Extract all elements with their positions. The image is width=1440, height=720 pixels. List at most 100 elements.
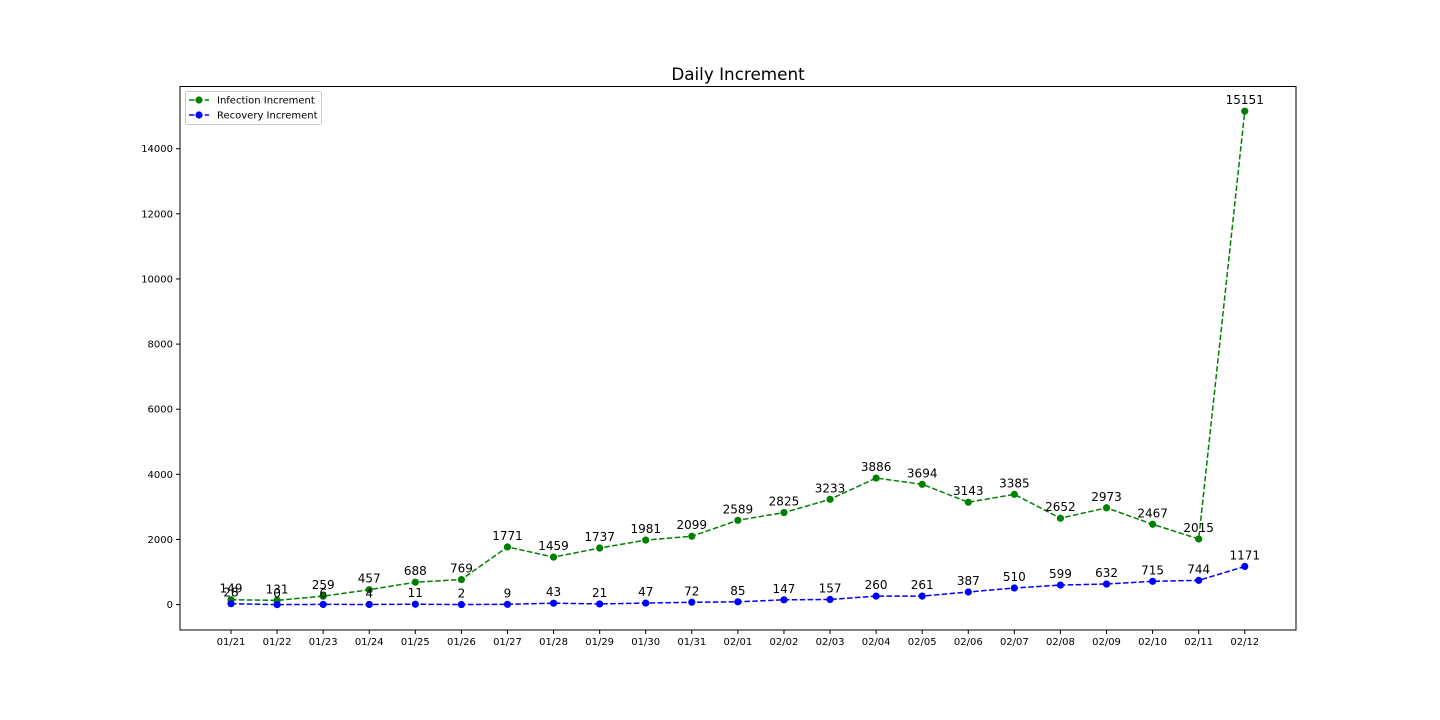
x-tick-label: 01/25 <box>401 637 430 648</box>
data-point <box>457 575 465 584</box>
data-label: 457 <box>358 572 381 586</box>
data-label: 2589 <box>723 502 754 516</box>
data-label: 147 <box>773 582 796 596</box>
legend-label: Recovery Increment <box>217 111 318 122</box>
data-point <box>642 536 650 544</box>
data-label: 15151 <box>1226 93 1264 107</box>
data-label: 1171 <box>1229 548 1260 562</box>
data-point <box>1149 520 1157 528</box>
data-point <box>273 600 281 609</box>
x-tick-label: 02/07 <box>1000 637 1029 648</box>
data-point <box>826 495 834 503</box>
data-label: 43 <box>546 585 561 599</box>
data-point <box>549 553 558 561</box>
data-label: 3385 <box>999 476 1030 490</box>
data-label: 744 <box>1187 562 1210 576</box>
data-point <box>1195 535 1203 543</box>
data-point <box>549 599 558 607</box>
data-label: 11 <box>408 586 423 600</box>
data-label: 510 <box>1003 570 1026 584</box>
data-label: 1459 <box>538 539 569 553</box>
data-label: 28 <box>223 586 238 600</box>
x-tick-label: 02/06 <box>954 637 983 648</box>
data-point <box>503 600 512 608</box>
x-tick-label: 01/23 <box>309 637 338 648</box>
data-point <box>1056 514 1065 522</box>
data-point <box>872 592 880 600</box>
data-point <box>227 600 235 608</box>
data-label: 715 <box>1141 563 1164 577</box>
data-label: 2099 <box>677 518 708 532</box>
data-point <box>365 586 373 594</box>
data-point <box>411 578 419 586</box>
data-point <box>1010 490 1018 498</box>
x-tick-label: 01/22 <box>263 637 292 648</box>
data-point <box>918 480 926 488</box>
data-point <box>642 599 650 607</box>
data-point <box>1102 580 1111 588</box>
data-label: 260 <box>865 578 888 592</box>
legend-box <box>185 91 322 125</box>
data-label: 1981 <box>630 522 661 536</box>
y-tick-label: 8000 <box>148 340 173 351</box>
chart-title: Daily Increment <box>671 64 805 84</box>
data-label: 259 <box>312 578 335 592</box>
data-point <box>1241 107 1249 115</box>
legend: Infection Increment Recovery Increment <box>185 91 322 125</box>
data-label: 2 <box>458 587 466 601</box>
data-point <box>365 600 373 609</box>
data-label: 0 <box>273 587 281 601</box>
x-tick-label: 02/04 <box>862 637 891 648</box>
data-label: 47 <box>638 585 653 599</box>
data-point <box>596 544 604 552</box>
x-tick-label: 01/28 <box>539 637 568 648</box>
x-tick-label: 01/29 <box>585 637 614 648</box>
data-point <box>826 595 834 604</box>
data-label: 3143 <box>953 484 984 498</box>
y-tick-label: 12000 <box>141 209 173 220</box>
data-label: 21 <box>592 586 607 600</box>
y-tick-label: 10000 <box>141 274 173 285</box>
data-label: 599 <box>1049 567 1072 581</box>
legend-label: Infection Increment <box>217 96 315 107</box>
axes-frame <box>179 86 1297 631</box>
x-tick-label: 02/02 <box>770 637 799 648</box>
data-point <box>918 592 926 600</box>
data-point <box>964 588 972 596</box>
data-point <box>780 509 788 517</box>
data-point <box>457 600 465 609</box>
x-tick-label: 02/12 <box>1230 637 1259 648</box>
data-label: 688 <box>404 564 427 578</box>
data-point <box>780 596 788 604</box>
y-tick-label: 0 <box>167 600 173 611</box>
data-label: 6 <box>319 586 327 600</box>
x-tick-label: 01/26 <box>447 637 476 648</box>
data-label: 2973 <box>1091 490 1122 504</box>
data-label: 261 <box>911 578 934 592</box>
data-label: 2652 <box>1045 500 1076 514</box>
x-tick-label: 02/05 <box>908 637 937 648</box>
x-tick-label: 02/09 <box>1092 637 1121 648</box>
data-point <box>1056 581 1065 589</box>
y-tick-label: 2000 <box>148 535 173 546</box>
data-point <box>596 600 604 608</box>
legend-marker <box>195 111 203 119</box>
data-label: 1771 <box>492 529 523 543</box>
data-label: 387 <box>957 574 980 588</box>
x-tick-label: 01/24 <box>355 637 384 648</box>
data-point <box>964 498 972 506</box>
data-label: 72 <box>684 584 699 598</box>
data-label: 131 <box>266 582 289 596</box>
legend-marker <box>195 96 203 104</box>
data-point <box>319 592 327 600</box>
data-point <box>734 598 742 606</box>
x-tick-label: 02/01 <box>723 637 752 648</box>
data-label: 2015 <box>1183 521 1214 535</box>
data-label: 3233 <box>815 481 846 495</box>
data-point <box>688 598 696 606</box>
plot-area: 01/21 01/22 01/23 01/24 01/25 01/26 01/27 01/28… <box>141 93 1264 648</box>
data-point <box>1010 584 1018 592</box>
x-tick-label: 01/31 <box>677 637 706 648</box>
x-tick-label: 02/08 <box>1046 637 1075 648</box>
